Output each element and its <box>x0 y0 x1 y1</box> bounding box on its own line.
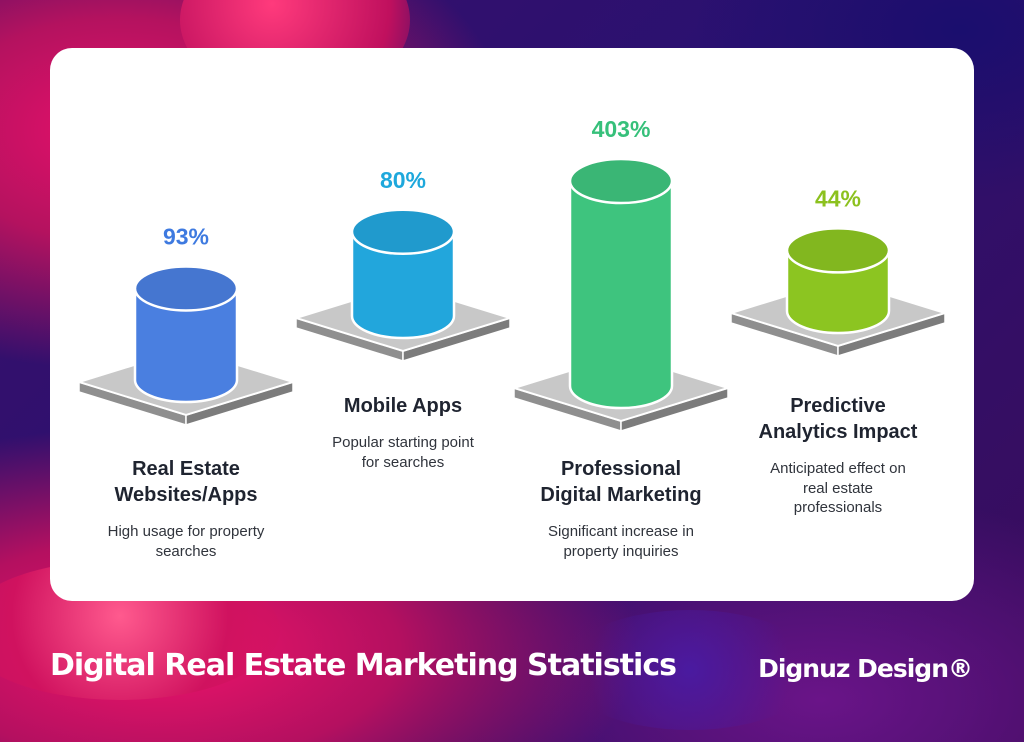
category-label: Real Estate Websites/Apps <box>114 458 258 506</box>
decorative-blob <box>560 610 820 730</box>
bar <box>568 179 674 410</box>
bar-top <box>785 227 891 274</box>
chart-card: 93% 80% 403% 44% <box>50 48 974 601</box>
category-description: Significant increase in property inquirie… <box>548 523 694 560</box>
category-description: Popular starting point for searches <box>332 434 474 471</box>
category-description: High usage for property searches <box>107 523 265 560</box>
data-label: 44% <box>815 185 861 211</box>
category-label: Predictive Analytics Impact <box>758 395 918 443</box>
bar-top <box>133 265 239 312</box>
bar <box>350 230 456 340</box>
data-label: 403% <box>592 116 651 142</box>
brand-logo: Dignuz Design® <box>758 654 973 683</box>
bar-group: 44% <box>727 185 949 358</box>
page-title: Digital Real Estate Marketing Statistics <box>50 648 677 683</box>
bar-top <box>350 208 456 256</box>
bar-group: 80% <box>292 167 514 363</box>
category-label: Professional Digital Marketing <box>540 458 702 506</box>
cylinder-bar-chart: 93% 80% 403% 44% <box>75 116 949 433</box>
bar-group: 93% <box>75 223 297 427</box>
bar <box>133 287 239 404</box>
data-label: 80% <box>380 167 426 193</box>
bar-group: 403% <box>510 116 732 433</box>
bar-top <box>568 157 674 205</box>
bar <box>785 249 891 335</box>
category-label: Mobile Apps <box>343 395 463 417</box>
category-description: Anticipated effect on real estate professi… <box>770 460 906 516</box>
data-label: 93% <box>163 223 209 249</box>
